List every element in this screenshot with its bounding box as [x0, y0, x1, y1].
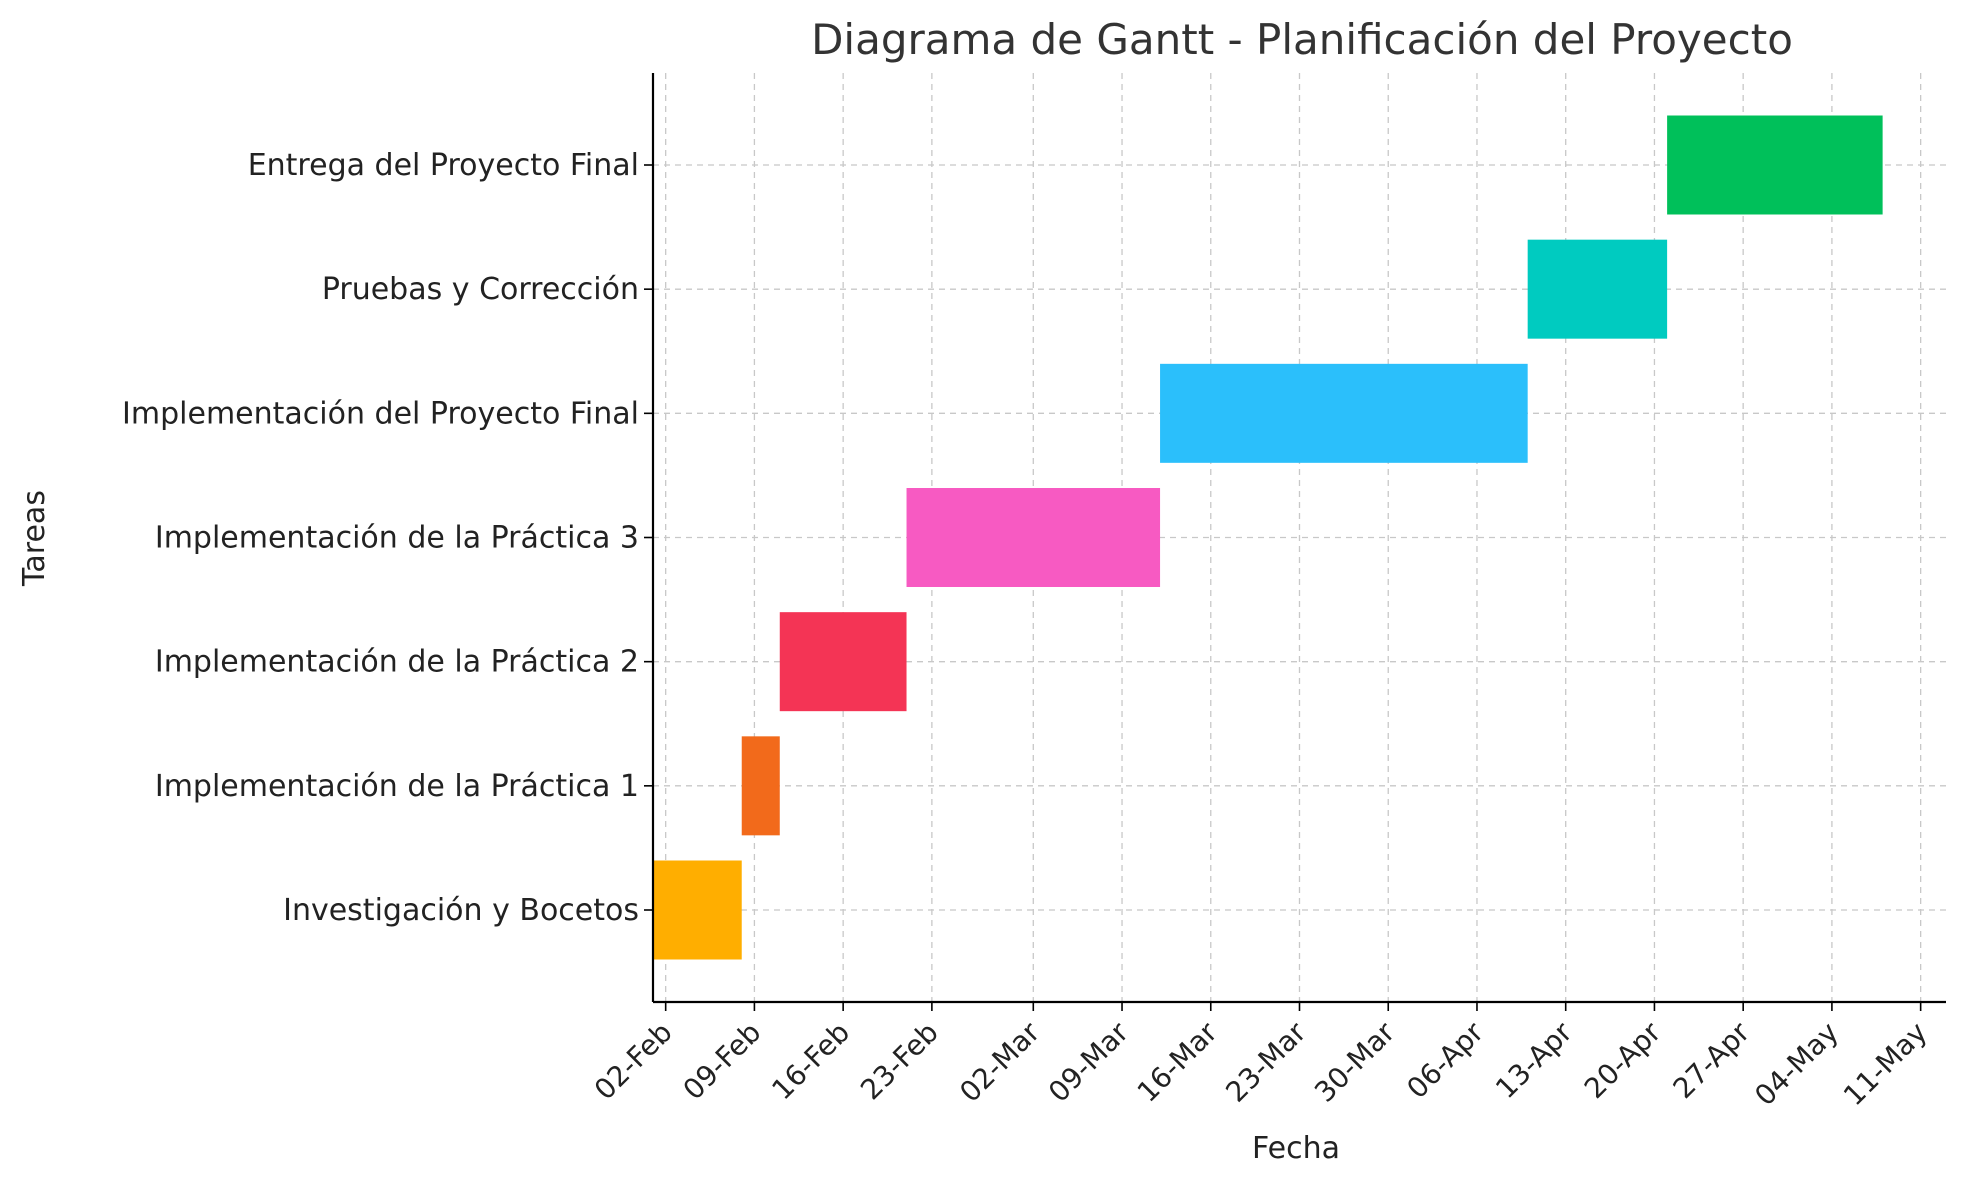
x-tick-label: 16-Feb: [765, 1016, 856, 1107]
y-axis-label: Tareas: [17, 490, 52, 587]
x-axis-label: Fecha: [1252, 1131, 1340, 1166]
y-tick-label: Implementación del Proyecto Final: [122, 396, 639, 431]
task-bar: [1667, 115, 1883, 215]
y-tick-label: Pruebas y Corrección: [322, 272, 639, 307]
y-tick-label: Investigación y Bocetos: [283, 893, 639, 928]
y-tick-label: Implementación de la Práctica 1: [155, 769, 639, 804]
x-tick-label: 11-May: [1837, 1016, 1934, 1113]
chart-title: Diagrama de Gantt - Planificación del Pr…: [811, 15, 1793, 64]
x-tick-label: 02-Feb: [588, 1016, 679, 1107]
x-tick-label: 23-Feb: [854, 1016, 945, 1107]
x-tick-label: 27-Apr: [1667, 1015, 1757, 1105]
task-bar: [741, 736, 780, 836]
x-tick-label: 30-Mar: [1308, 1015, 1401, 1108]
x-tick-label: 16-Mar: [1131, 1015, 1224, 1108]
task-bar: [1527, 239, 1668, 339]
task-bars: [653, 115, 1883, 960]
x-tick-label: 13-Apr: [1489, 1015, 1579, 1105]
x-tick-label: 23-Mar: [1219, 1015, 1312, 1108]
x-tick-label: 20-Apr: [1578, 1015, 1668, 1105]
task-bar: [1160, 363, 1528, 463]
task-bar: [906, 488, 1161, 587]
task-bar: [653, 860, 742, 960]
y-tick-labels: Investigación y Bocetos Implementación de…: [122, 148, 653, 928]
x-tick-label: 04-May: [1748, 1016, 1845, 1113]
x-tick-label: 09-Mar: [1042, 1015, 1135, 1108]
x-tick-label: 06-Apr: [1400, 1015, 1490, 1105]
y-tick-label: Implementación de la Práctica 3: [155, 521, 639, 556]
y-tick-label: Implementación de la Práctica 2: [155, 645, 639, 680]
x-tick-label: 09-Feb: [677, 1016, 768, 1107]
y-tick-label: Entrega del Proyecto Final: [248, 148, 639, 183]
x-tick-label: 02-Mar: [953, 1015, 1046, 1108]
task-bar: [779, 612, 907, 712]
